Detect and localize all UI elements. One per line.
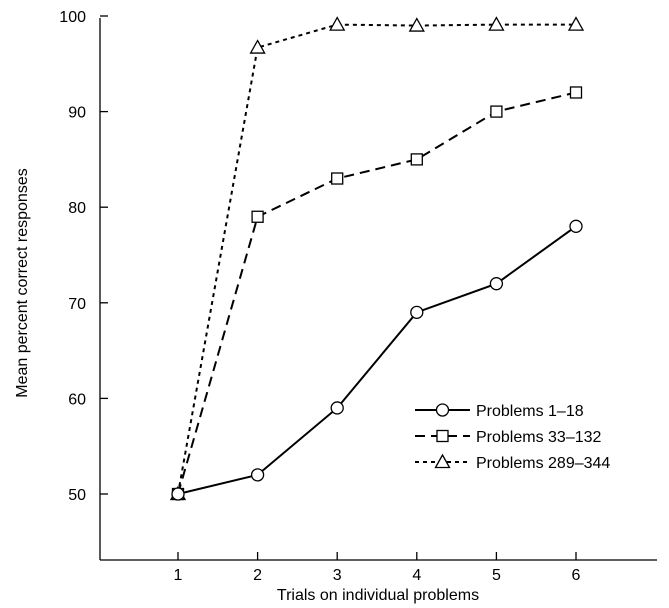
series-circle [171,219,583,501]
data-point-triangle [488,16,505,31]
series-line [177,225,577,495]
axes [99,18,657,561]
data-point-square [251,210,264,223]
x-axis-label: Trials on individual problems [277,587,479,604]
y-tick-label: 90 [68,105,86,122]
y-tick-label: 50 [68,487,86,504]
y-ticks: 50 60 70 80 90 100 [59,9,108,504]
series-layer [169,16,585,501]
legend-label: Problems 1–18 [476,403,584,420]
legend-item: Problems 289–344 [415,453,610,472]
x-tick-label: 1 [174,567,183,584]
data-point-square [410,153,423,166]
legend-item: Problems 33–132 [415,429,602,446]
legend-marker-circle [435,403,450,417]
series-line [177,91,577,495]
data-point-triangle [329,16,346,31]
x-ticks: 1 2 3 4 5 6 [174,552,581,584]
legend: Problems 1–18 Problems 33–132 Problems 289… [415,403,610,472]
series-line [177,23,576,495]
y-tick-label: 100 [59,9,86,26]
y-tick-label: 60 [68,391,86,408]
data-point-triangle [249,39,266,54]
x-tick-label: 5 [492,567,501,584]
data-point-square [490,105,503,118]
x-tick-label: 4 [412,567,421,584]
data-point-circle [250,468,265,482]
data-point-circle [569,219,583,233]
data-point-circle [171,487,185,501]
y-axis-label: Mean percent correct responses [14,168,31,397]
data-point-triangle [567,16,585,31]
legend-item: Problems 1–18 [415,403,584,420]
series-triangle [169,16,585,501]
data-point-triangle [408,17,425,32]
data-point-circle [489,277,504,291]
data-point-square [569,86,583,99]
y-tick-label: 80 [68,200,86,217]
x-tick-label: 2 [253,567,262,584]
data-point-circle [410,305,424,320]
legend-marker-square [436,429,449,443]
legend-marker-triangle [434,453,451,469]
data-point-square [331,172,344,185]
legend-label: Problems 33–132 [476,429,602,446]
x-tick-label: 6 [572,567,581,584]
y-tick-label: 70 [68,296,86,313]
data-point-circle [330,401,344,415]
legend-label: Problems 289–344 [476,455,610,472]
x-tick-label: 3 [333,567,342,584]
